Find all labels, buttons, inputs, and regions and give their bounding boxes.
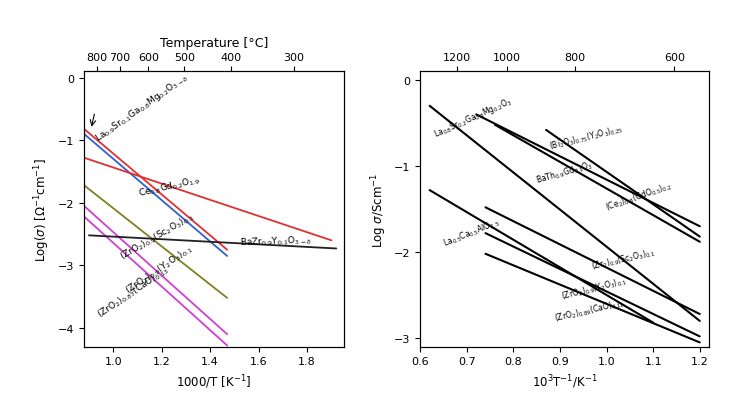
Text: (ZrO$_2$)$_{0.9}$(Y$_2$O$_3$)$_{0.1}$: (ZrO$_2$)$_{0.9}$(Y$_2$O$_3$)$_{0.1}$ (560, 273, 628, 302)
Text: Ce$_{0.8}$Gd$_{0.2}$O$_{1.9}$: Ce$_{0.8}$Gd$_{0.2}$O$_{1.9}$ (137, 173, 202, 200)
Text: BaZr$_{0.9}$Y$_{0.1}$O$_{3-\delta}$: BaZr$_{0.9}$Y$_{0.1}$O$_{3-\delta}$ (239, 233, 312, 248)
Text: La$_{0.9}$Sr$_{0.1}$Ga$_{0.8}$Mg$_{0.2}$O$_{3-\delta}$: La$_{0.9}$Sr$_{0.1}$Ga$_{0.8}$Mg$_{0.2}$… (93, 71, 192, 145)
X-axis label: 1000/T [K$^{-1}$]: 1000/T [K$^{-1}$] (176, 372, 251, 390)
Text: (Ce$_2$)$_{0.8}$(GdO$_{0.5}$)$_{0.2}$: (Ce$_2$)$_{0.8}$(GdO$_{0.5}$)$_{0.2}$ (605, 179, 674, 214)
Text: (ZrO$_2$)$_{0.9}$(Sc$_2$O$_3$)$_{0.1}$: (ZrO$_2$)$_{0.9}$(Sc$_2$O$_3$)$_{0.1}$ (118, 210, 197, 263)
Text: (ZrO$_2$)$_{0.89}$(CaO)$_{0.11}$: (ZrO$_2$)$_{0.89}$(CaO)$_{0.11}$ (553, 296, 626, 324)
Text: (ZrO$_2$)$_{0.87}$(CaO)$_{0.13}$: (ZrO$_2$)$_{0.87}$(CaO)$_{0.13}$ (95, 263, 172, 320)
Y-axis label: Log $\sigma$/Scm$^{-1}$: Log $\sigma$/Scm$^{-1}$ (369, 172, 389, 247)
Y-axis label: Log($\sigma$) [$\Omega^{-1}$cm$^{-1}$]: Log($\sigma$) [$\Omega^{-1}$cm$^{-1}$] (33, 158, 53, 261)
Text: La$_{0.8}$Sr$_{0.2}$Ga$_{0.8}$Mg$_{0.2}$O$_3$: La$_{0.8}$Sr$_{0.2}$Ga$_{0.8}$Mg$_{0.2}$… (432, 95, 515, 141)
Text: BaTh$_{0.9}$Gd$_{0.1}$O$_3$: BaTh$_{0.9}$Gd$_{0.1}$O$_3$ (534, 158, 594, 187)
X-axis label: 10$^3$T$^{-1}$/K$^{-1}$: 10$^3$T$^{-1}$/K$^{-1}$ (532, 372, 597, 390)
Text: (Bi$_2$O$_3$)$_{0.75}$(Y$_2$O$_3$)$_{0.25}$: (Bi$_2$O$_3$)$_{0.75}$(Y$_2$O$_3$)$_{0.2… (548, 122, 625, 153)
Text: La$_{0.5}$Ca$_{0.5}$AlO$_{2.5}$: La$_{0.5}$Ca$_{0.5}$AlO$_{2.5}$ (442, 216, 501, 250)
Text: (ZrO$_2$)$_{0.9}$(Y$_2$O$_3$)$_{0.1}$: (ZrO$_2$)$_{0.9}$(Y$_2$O$_3$)$_{0.1}$ (123, 242, 195, 296)
Text: (Zr$_2$)$_{0.9}$(Sc$_2$O$_3$)$_{0.1}$: (Zr$_2$)$_{0.9}$(Sc$_2$O$_3$)$_{0.1}$ (591, 246, 657, 273)
X-axis label: Temperature [°C]: Temperature [°C] (159, 37, 268, 50)
